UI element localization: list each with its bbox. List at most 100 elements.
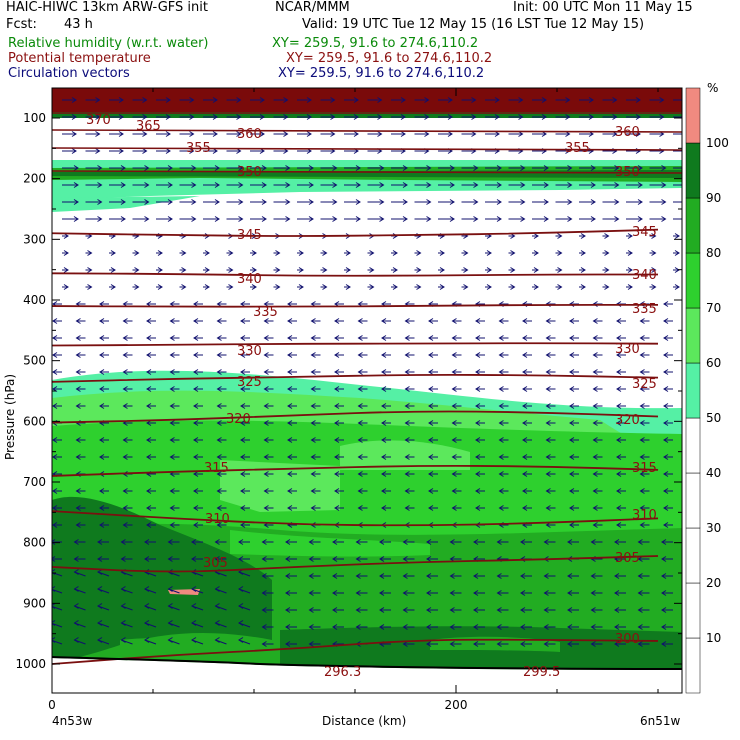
vector-head xyxy=(52,603,56,609)
vector-head xyxy=(236,114,242,120)
circulation-vectors xyxy=(52,97,682,647)
vector-head xyxy=(330,114,336,120)
vector-head xyxy=(451,420,457,426)
vector-head xyxy=(451,386,457,392)
vector-head xyxy=(95,114,101,120)
vector-head xyxy=(334,352,340,358)
rh-band-100 xyxy=(52,112,682,118)
vector-head xyxy=(63,284,69,290)
vector-head xyxy=(99,437,105,443)
vector-head xyxy=(146,488,152,494)
vector-head xyxy=(263,301,269,307)
vector-head xyxy=(97,539,103,545)
vector-head xyxy=(567,624,573,630)
vector-head xyxy=(451,369,457,375)
vector-head xyxy=(569,488,575,494)
vector-head xyxy=(263,352,269,358)
vector-head xyxy=(120,637,126,643)
vector-head xyxy=(87,284,93,290)
colorbar-level-label: 100 xyxy=(706,136,729,150)
vector-head xyxy=(402,165,408,171)
vector-head xyxy=(75,522,81,528)
vector-head xyxy=(169,505,175,511)
vector-head xyxy=(310,505,316,511)
vector-head xyxy=(498,369,504,375)
rh-max-patch xyxy=(168,589,200,595)
vector-head xyxy=(240,335,246,341)
vector-head xyxy=(604,267,610,273)
vector-head xyxy=(240,505,246,511)
vector-head xyxy=(663,505,669,511)
vector-head xyxy=(439,284,445,290)
colorbar-bin xyxy=(685,637,701,694)
theta-label: 355 xyxy=(186,141,211,156)
vector-head xyxy=(238,165,244,171)
vector-head xyxy=(169,352,175,358)
theta-350-line xyxy=(51,170,683,174)
vector-head xyxy=(661,624,667,630)
vector-head xyxy=(191,182,197,188)
vector-head xyxy=(144,165,150,171)
vector-head xyxy=(592,386,598,392)
vector-head xyxy=(592,454,598,460)
vector-head xyxy=(545,437,551,443)
vector-head xyxy=(475,437,481,443)
vector-head xyxy=(120,199,126,205)
colorbar-level-label: 10 xyxy=(706,631,721,645)
vector-head xyxy=(97,620,103,626)
theta-contour-325 xyxy=(52,373,659,383)
vector-head xyxy=(381,488,387,494)
vector-head xyxy=(334,318,340,324)
vector-head xyxy=(592,471,598,477)
vector-head xyxy=(216,369,222,375)
theta-label: 350 xyxy=(237,165,262,180)
vector-head xyxy=(400,97,406,103)
vector-head xyxy=(533,267,539,273)
vector-head xyxy=(522,420,528,426)
vector-head xyxy=(612,114,618,120)
vector-head xyxy=(144,539,150,545)
vector-head xyxy=(533,284,539,290)
vector-head xyxy=(381,403,387,409)
vector-head xyxy=(612,97,618,103)
vector-head xyxy=(228,284,234,290)
vector-head xyxy=(332,539,338,545)
vector-head xyxy=(604,233,610,239)
vector-head xyxy=(510,267,516,273)
vector-head xyxy=(87,250,93,256)
vector-head xyxy=(236,131,242,137)
field-theta-title: Potential temperature xyxy=(8,51,151,66)
vector-head xyxy=(533,233,539,239)
vector-head xyxy=(404,488,410,494)
vector-head xyxy=(392,250,398,256)
colorbar-level-label: 90 xyxy=(706,191,721,205)
vector-head xyxy=(146,522,152,528)
vector-head xyxy=(193,335,199,341)
vector-head xyxy=(97,569,103,575)
theta-label: 340 xyxy=(237,272,262,287)
org-label: NCAR/MMM xyxy=(275,0,350,15)
vector-head xyxy=(661,216,667,222)
vector-head xyxy=(637,199,643,205)
vector-head xyxy=(543,573,549,579)
vector-head xyxy=(498,437,504,443)
vector-head xyxy=(52,586,56,592)
vector-head xyxy=(379,182,385,188)
vector-head xyxy=(635,114,641,120)
vector-head xyxy=(261,590,267,596)
vector-head xyxy=(614,216,620,222)
vector-head xyxy=(355,182,361,188)
vector-head xyxy=(451,505,457,511)
vector-head xyxy=(369,250,375,256)
vector-head xyxy=(240,403,246,409)
vector-head xyxy=(204,267,210,273)
vector-head xyxy=(308,216,314,222)
vector-head xyxy=(332,216,338,222)
vector-head xyxy=(543,607,549,613)
vector-head xyxy=(639,454,645,460)
vector-head xyxy=(216,352,222,358)
vector-head xyxy=(520,624,526,630)
vector-head xyxy=(381,471,387,477)
vector-head xyxy=(263,488,269,494)
vector-head xyxy=(567,607,573,613)
